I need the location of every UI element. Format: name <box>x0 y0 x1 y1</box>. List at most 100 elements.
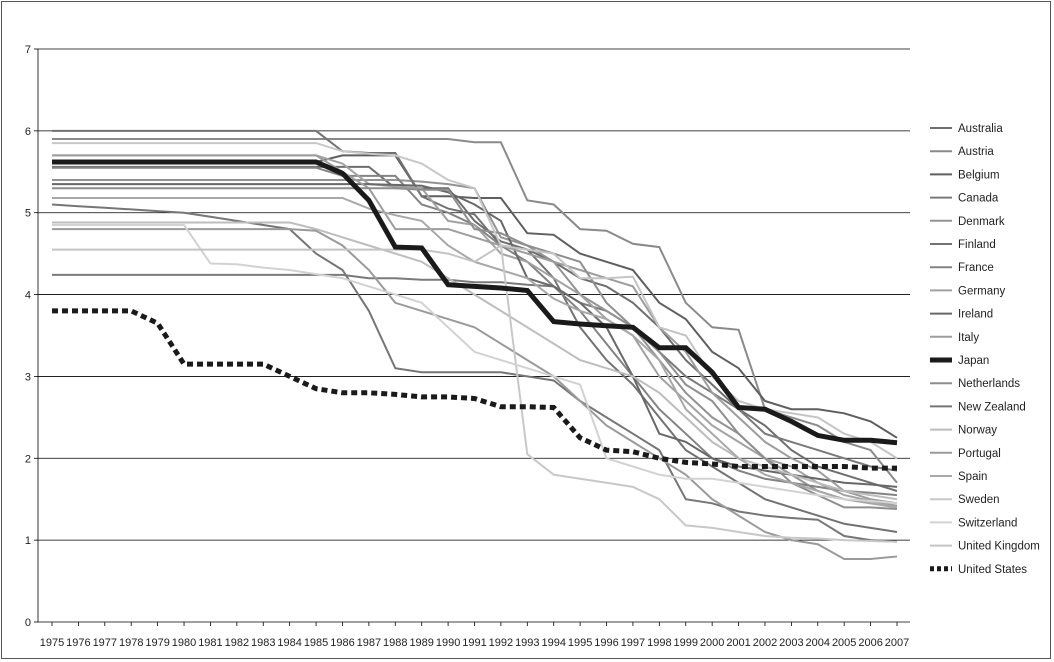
x-tick-label: 1993 <box>515 637 539 649</box>
series-line-japan <box>52 159 898 446</box>
legend-label: Italy <box>958 332 979 344</box>
series-line-italy <box>52 154 898 505</box>
x-tick-label: 2005 <box>832 637 856 649</box>
series-line-austria <box>52 138 898 484</box>
legend-item-ireland: Ireland <box>930 309 993 321</box>
legend-item-canada: Canada <box>930 193 999 205</box>
x-tick-label: 1978 <box>119 637 143 649</box>
legend-item-united-states: United States <box>930 564 1027 576</box>
x-axis: 1975 1976 1977 1978 1979 1980 1981 1982 1983 1984… <box>38 621 910 649</box>
y-tick-label: 1 <box>25 535 31 547</box>
x-tick-label: 2003 <box>779 637 803 649</box>
x-tick-label: 2001 <box>726 637 750 649</box>
legend-item-finland: Finland <box>930 239 996 251</box>
legend-item-france: France <box>930 262 994 274</box>
legend-item-japan: Japan <box>930 355 989 367</box>
x-tick-label: 1994 <box>541 637 565 649</box>
legend-label: Japan <box>958 355 989 367</box>
x-tick-label: 1991 <box>462 637 486 649</box>
x-tick-label: 1979 <box>145 637 169 649</box>
legend-label: Norway <box>958 425 997 437</box>
x-tick-label: 1986 <box>330 637 354 649</box>
legend-label: Finland <box>958 239 996 251</box>
legend-label: Germany <box>958 285 1006 297</box>
y-tick-label: 5 <box>25 208 31 220</box>
y-tick-label: 0 <box>25 617 31 629</box>
legend-item-united-kingdom: United Kingdom <box>930 541 1040 553</box>
legend-item-sweden: Sweden <box>930 494 1000 506</box>
x-tick-label: 1987 <box>357 637 381 649</box>
x-tick-label: 2002 <box>753 637 777 649</box>
legend-label: Ireland <box>958 309 993 321</box>
legend-label: Denmark <box>958 216 1005 228</box>
x-tick-label: 1999 <box>674 637 698 649</box>
legend-item-new-zealand: New Zealand <box>930 401 1026 413</box>
legend-item-austria: Austria <box>930 146 994 158</box>
x-tick-label: 1981 <box>198 637 222 649</box>
legend-item-germany: Germany <box>930 285 1006 297</box>
x-tick-label: 1984 <box>277 637 301 649</box>
legend-label: Portugal <box>958 448 1001 460</box>
legend-label: Switzerland <box>958 517 1017 529</box>
x-tick-label: 1980 <box>172 637 196 649</box>
x-tick-label: 1998 <box>647 637 671 649</box>
legend-label: Spain <box>958 471 987 483</box>
x-tick-label: 1988 <box>383 637 407 649</box>
x-tick-label: 2006 <box>858 637 882 649</box>
series-line-sweden <box>52 142 898 543</box>
x-tick-label: 1982 <box>225 637 249 649</box>
x-tick-label: 1976 <box>66 637 90 649</box>
series-line-canada <box>52 273 898 472</box>
x-tick-label: 1989 <box>409 637 433 649</box>
x-tick-label: 1996 <box>594 637 618 649</box>
x-tick-label: 2007 <box>885 637 909 649</box>
legend-label: Belgium <box>958 169 1000 181</box>
series-lines <box>51 129 898 560</box>
x-tick-label: 1990 <box>436 637 460 649</box>
legend-label: France <box>958 262 994 274</box>
legend-label: Sweden <box>958 494 1000 506</box>
series-line-norway <box>52 221 898 501</box>
series-line-netherlands <box>52 187 898 510</box>
series-line-switzerland <box>52 224 898 505</box>
x-tick-label: 1983 <box>251 637 275 649</box>
x-tick-label: 1985 <box>304 637 328 649</box>
y-tick-label: 4 <box>25 290 31 302</box>
y-tick-label: 6 <box>25 126 31 138</box>
y-tick-label: 7 <box>25 44 31 56</box>
x-tick-label: 1977 <box>93 637 117 649</box>
series-line-germany <box>52 154 898 507</box>
legend-label: United Kingdom <box>958 541 1040 553</box>
legend-item-switzerland: Switzerland <box>930 517 1017 529</box>
series-line-new-zealand <box>51 203 898 543</box>
x-tick-label: 1995 <box>568 637 592 649</box>
legend-label: Austria <box>958 146 994 158</box>
x-tick-label: 2004 <box>806 637 830 649</box>
x-tick-label: 1997 <box>621 637 645 649</box>
x-tick-label: 1992 <box>489 637 513 649</box>
series-line-united-states <box>52 308 897 471</box>
y-tick-label: 3 <box>25 371 31 383</box>
legend-label: United States <box>958 564 1027 576</box>
legend-item-italy: Italy <box>930 332 979 344</box>
legend-label: Australia <box>958 123 1003 135</box>
legend-item-belgium: Belgium <box>930 169 1000 181</box>
x-tick-label: 1975 <box>40 637 64 649</box>
y-axis: 0 1 2 3 4 5 6 7 <box>25 44 39 629</box>
series-line-finland <box>52 129 898 533</box>
x-tick-label: 2000 <box>700 637 724 649</box>
legend-item-australia: Australia <box>930 123 1003 135</box>
legend-label: Canada <box>958 193 999 205</box>
series-line-portugal <box>52 228 898 560</box>
legend-label: New Zealand <box>958 401 1026 413</box>
legend-item-netherlands: Netherlands <box>930 378 1020 390</box>
legend-label: Netherlands <box>958 378 1020 390</box>
legend-item-norway: Norway <box>930 425 997 437</box>
legend: Australia Austria Belgium Canada Denmark Finl… <box>930 123 1040 576</box>
legend-item-portugal: Portugal <box>930 448 1001 460</box>
legend-item-denmark: Denmark <box>930 216 1005 228</box>
y-tick-label: 2 <box>25 453 31 465</box>
legend-item-spain: Spain <box>930 471 987 483</box>
